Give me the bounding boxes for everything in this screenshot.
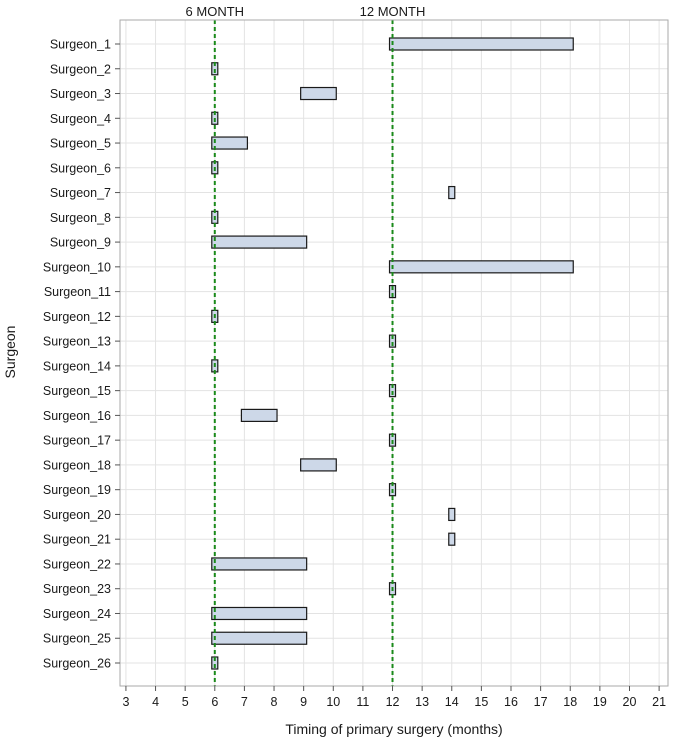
category-label: Surgeon_7: [50, 186, 111, 200]
range-bar: [388, 260, 574, 274]
range-bar: [388, 285, 397, 299]
x-tick-label: 5: [182, 695, 189, 709]
category-label: Surgeon_2: [50, 62, 111, 76]
range-bar: [211, 631, 308, 645]
category-label: Surgeon_6: [50, 161, 111, 175]
category-label: Surgeon_9: [50, 236, 111, 250]
range-bar: [300, 86, 337, 101]
category-label: Surgeon_17: [43, 434, 111, 448]
range-bar: [300, 458, 337, 472]
x-tick-label: 3: [122, 695, 129, 709]
x-tick-label: 6: [211, 695, 218, 709]
x-axis-title: Timing of primary surgery (months): [285, 721, 502, 737]
x-tick-label: 14: [445, 695, 459, 709]
range-bar: [388, 37, 574, 51]
category-label: Surgeon_13: [43, 335, 111, 349]
x-tick-label: 13: [415, 695, 429, 709]
category-label: Surgeon_19: [43, 483, 111, 497]
category-label: Surgeon_24: [43, 607, 111, 621]
x-tick-label: 9: [300, 695, 307, 709]
x-tick-label: 10: [326, 695, 340, 709]
x-tick-label: 8: [271, 695, 278, 709]
category-label: Surgeon_14: [43, 359, 111, 373]
category-label: Surgeon_15: [43, 384, 111, 398]
category-label: Surgeon_25: [43, 632, 111, 646]
category-label: Surgeon_18: [43, 458, 111, 472]
x-tick-label: 20: [623, 695, 637, 709]
category-label: Surgeon_8: [50, 211, 111, 225]
x-tick-label: 19: [593, 695, 607, 709]
reference-lines: 6 MONTH 12 MONTH: [186, 4, 426, 686]
category-label: Surgeon_26: [43, 657, 111, 671]
range-bar: [211, 606, 308, 621]
range-bar: [240, 408, 278, 422]
y-axis-title: Surgeon: [2, 326, 18, 379]
category-label: Surgeon_5: [50, 137, 111, 151]
reference-line-label: 12 MONTH: [360, 4, 426, 19]
x-tick-label: 12: [386, 695, 400, 709]
range-bar: [211, 136, 249, 150]
x-tick-label: 4: [152, 695, 159, 709]
reference-line-label: 6 MONTH: [186, 4, 245, 19]
category-label: Surgeon_21: [43, 533, 111, 547]
category-label: Surgeon_1: [50, 38, 111, 52]
grid-lines: [120, 20, 668, 686]
range-bar: [448, 507, 456, 522]
x-tick-label: 15: [474, 695, 488, 709]
x-tick-label: 18: [563, 695, 577, 709]
range-bar: [448, 185, 456, 200]
x-tick-label: 11: [356, 695, 369, 709]
category-label: Surgeon_20: [43, 508, 111, 522]
category-label: Surgeon_16: [43, 409, 111, 423]
range-bar: [211, 235, 308, 249]
category-label: Surgeon_22: [43, 557, 111, 571]
category-label: Surgeon_10: [43, 260, 111, 274]
range-bar: [211, 557, 308, 571]
axes: 3 4 5 6 7 8 9 10 11 12 13 14 15 16 17 18 19 20 21 Surgeon_1…: [43, 38, 666, 710]
range-bar: [448, 532, 456, 546]
plot-frame: [119, 19, 669, 687]
category-label: Surgeon_11: [44, 285, 111, 299]
category-label: Surgeon_12: [43, 310, 111, 324]
category-label: Surgeon_3: [50, 87, 111, 101]
x-tick-label: 16: [504, 695, 518, 709]
category-label: Surgeon_23: [43, 582, 111, 596]
x-tick-label: 17: [534, 695, 548, 709]
x-tick-label: 21: [652, 695, 666, 709]
category-label: Surgeon_4: [50, 112, 111, 126]
x-tick-label: 7: [241, 695, 248, 709]
